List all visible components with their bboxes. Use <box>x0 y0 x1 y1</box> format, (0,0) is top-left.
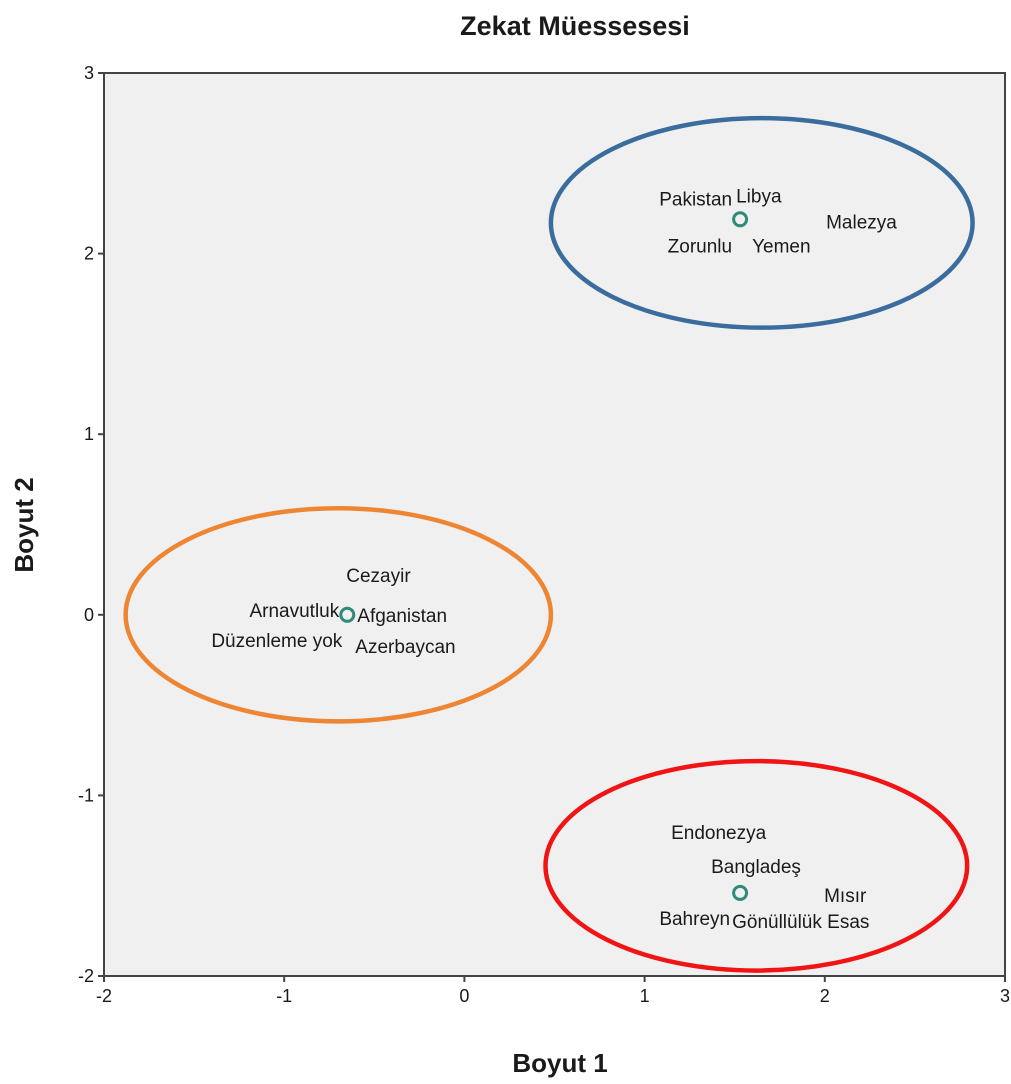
cluster-ellipse-2 <box>123 505 554 724</box>
x-tick-label: 0 <box>459 986 469 1006</box>
y-tick-label: 0 <box>84 605 94 625</box>
cluster-ellipse-1 <box>548 115 975 330</box>
point-labels: Pakistan Libya Malezya Zorunlu Yemen Cezayir A… <box>211 186 897 933</box>
data-point-1 <box>339 606 356 623</box>
x-tick-label: 3 <box>1000 986 1010 1006</box>
x-tick-label: 1 <box>640 986 650 1006</box>
point-label-8: Afganistan <box>357 606 447 627</box>
y-tick-label: -1 <box>78 785 94 805</box>
x-axis-label: Boyut 1 <box>512 1048 607 1078</box>
y-axis-label: Boyut 2 <box>9 477 39 572</box>
y-axis: -2 -1 0 1 2 3 <box>78 63 104 986</box>
point-label-12: Bangladeş <box>711 857 801 878</box>
data-point-3 <box>732 884 749 901</box>
data-points <box>339 211 749 901</box>
cluster-ellipses <box>123 115 975 973</box>
data-point-2 <box>732 211 749 228</box>
point-label-6: Cezayir <box>346 566 411 587</box>
x-tick-label: -1 <box>276 986 292 1006</box>
plot-frame <box>103 72 1006 977</box>
cluster-ellipse-3 <box>543 758 970 973</box>
point-label-11: Endonezya <box>671 823 767 844</box>
y-tick-label: 3 <box>84 63 94 83</box>
point-label-4: Zorunlu <box>668 236 732 257</box>
plot-area <box>104 73 1005 976</box>
x-tick-label: -2 <box>96 986 112 1006</box>
point-label-13: Mısır <box>824 886 867 907</box>
point-label-15: Gönüllülük Esas <box>732 912 869 933</box>
point-label-9: Düzenleme yok <box>211 631 342 652</box>
point-label-10: Azerbaycan <box>355 637 455 658</box>
x-axis: -2 -1 0 1 2 3 <box>96 976 1010 1006</box>
point-label-5: Yemen <box>752 236 810 257</box>
point-label-1: Pakistan <box>659 189 732 210</box>
y-tick-label: 2 <box>84 244 94 264</box>
point-label-7: Arnavutluk <box>249 601 339 622</box>
point-label-2: Libya <box>736 186 782 207</box>
point-label-3: Malezya <box>826 212 897 233</box>
y-tick-label: 1 <box>84 424 94 444</box>
point-label-14: Bahreyn <box>659 909 730 930</box>
chart-title: Zekat Müessesesi <box>460 11 690 41</box>
x-tick-label: 2 <box>820 986 830 1006</box>
y-tick-label: -2 <box>78 966 94 986</box>
